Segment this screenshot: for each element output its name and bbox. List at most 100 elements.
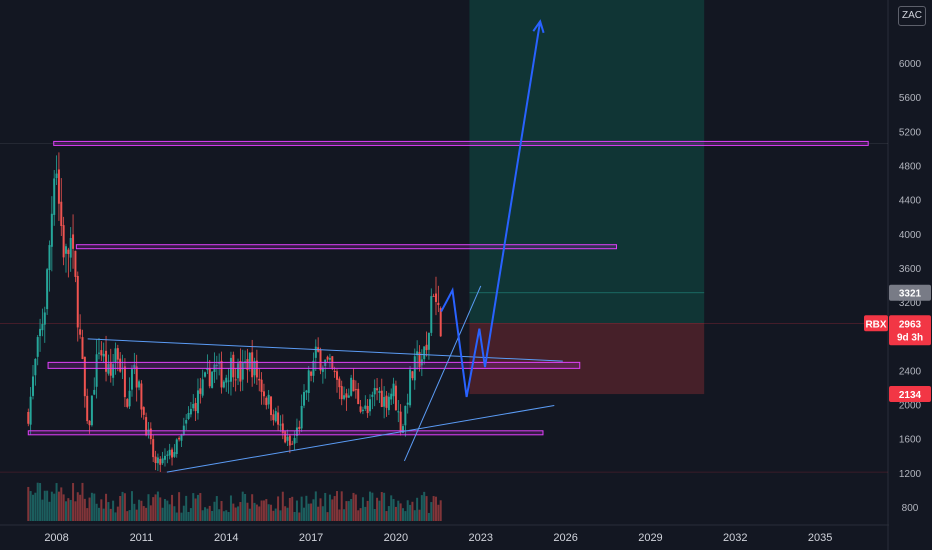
candle-body (199, 388, 202, 394)
candle-body (46, 269, 49, 310)
candle-body (123, 366, 126, 398)
volume-bar (93, 493, 96, 521)
candle-body (31, 376, 34, 396)
volume-bar (244, 493, 247, 521)
volume-bar (373, 508, 376, 521)
volume-bar (413, 510, 416, 521)
volume-bar (48, 501, 51, 521)
volume-bar (109, 508, 112, 521)
candle-body (175, 439, 178, 455)
volume-bar (333, 496, 336, 521)
volume-bar (350, 499, 353, 521)
horizontal-level (27, 430, 544, 436)
candle-body (284, 431, 287, 443)
candle-body (72, 234, 75, 249)
volume-bar (340, 491, 343, 521)
volume-bar (121, 491, 124, 521)
volume-bar (211, 510, 214, 521)
volume-bar (173, 506, 176, 521)
candle-body (185, 420, 188, 424)
time-tick-label: 2026 (553, 532, 577, 544)
candle-body (310, 371, 313, 376)
candle-body (364, 405, 367, 409)
candle-body (376, 388, 379, 391)
volume-bar (175, 512, 178, 521)
time-tick-label: 2020 (384, 532, 408, 544)
volume-bar (260, 500, 263, 521)
horizontal-level (75, 244, 618, 250)
candle-body (397, 411, 400, 413)
price-tick-label: 2400 (899, 366, 922, 377)
drawing-tools[interactable] (27, 19, 869, 473)
volume-bar (406, 500, 409, 521)
candle-body (241, 361, 244, 380)
volume-bar (31, 494, 34, 521)
volume-bar (378, 500, 381, 521)
candle-body (399, 411, 402, 433)
volume-bar (64, 501, 67, 521)
candle-body (138, 381, 141, 388)
volume-bar (361, 497, 364, 521)
candle-body (385, 395, 388, 408)
volume-bar (39, 483, 42, 521)
candle-body (196, 390, 199, 414)
candle-body (437, 302, 440, 306)
volume-bar (328, 494, 331, 521)
candle-body (378, 390, 381, 393)
candle-body (427, 332, 430, 350)
candle-body (340, 386, 343, 400)
candle-body (74, 250, 77, 277)
candle-body (109, 362, 112, 376)
volume-bar (206, 508, 209, 521)
volume-bar (95, 503, 98, 521)
candle-body (293, 437, 296, 444)
candle-body (298, 426, 301, 430)
candle-body (163, 455, 166, 460)
volume-bar (279, 510, 282, 521)
candle-body (286, 436, 289, 441)
volume-bar (27, 486, 30, 521)
candle-body (34, 358, 37, 376)
volume-bar (107, 502, 110, 521)
candle-body (218, 362, 221, 364)
candle-body (57, 169, 60, 204)
volume-bar (258, 506, 261, 521)
candle-body (307, 370, 310, 394)
price-tick-label: 4800 (899, 161, 922, 172)
time-tick-label: 2011 (130, 532, 154, 544)
currency-button[interactable]: ZAC (898, 6, 926, 26)
candle-body (432, 295, 435, 297)
candle-body (180, 434, 183, 441)
volume-bar (416, 497, 419, 521)
volume-bar (317, 506, 320, 521)
volume-bar (196, 494, 199, 521)
candle-body (232, 354, 235, 378)
volume-bar (274, 508, 277, 521)
volume-bar (319, 498, 322, 521)
price-tick-label: 3600 (899, 264, 922, 275)
candlestick-series[interactable] (27, 152, 442, 473)
candle-body (69, 238, 72, 258)
candle-body (204, 372, 207, 377)
symbol-tag (864, 315, 888, 332)
volume-bar (225, 510, 228, 521)
volume-bar (152, 497, 155, 521)
candle-body (97, 352, 100, 354)
volume-bar (394, 506, 397, 521)
candle-body (126, 399, 129, 407)
volume-bar (171, 494, 174, 521)
candle-body (215, 364, 218, 366)
volume-bar (194, 498, 197, 521)
price-axis[interactable]: 8001200160020002400280032003600400044004… (889, 0, 932, 550)
volume-bar (359, 508, 362, 521)
volume-bar (293, 511, 296, 521)
candle-body (192, 403, 195, 409)
candle-body (246, 359, 249, 371)
candle-body (239, 360, 242, 382)
candle-body (114, 348, 117, 363)
price-tick-label: 3200 (899, 298, 922, 309)
volume-bar (307, 503, 310, 521)
time-axis[interactable]: 2008 2011 2014 2017 2020 2023 2026 2029 2032 2035 (44, 532, 832, 544)
